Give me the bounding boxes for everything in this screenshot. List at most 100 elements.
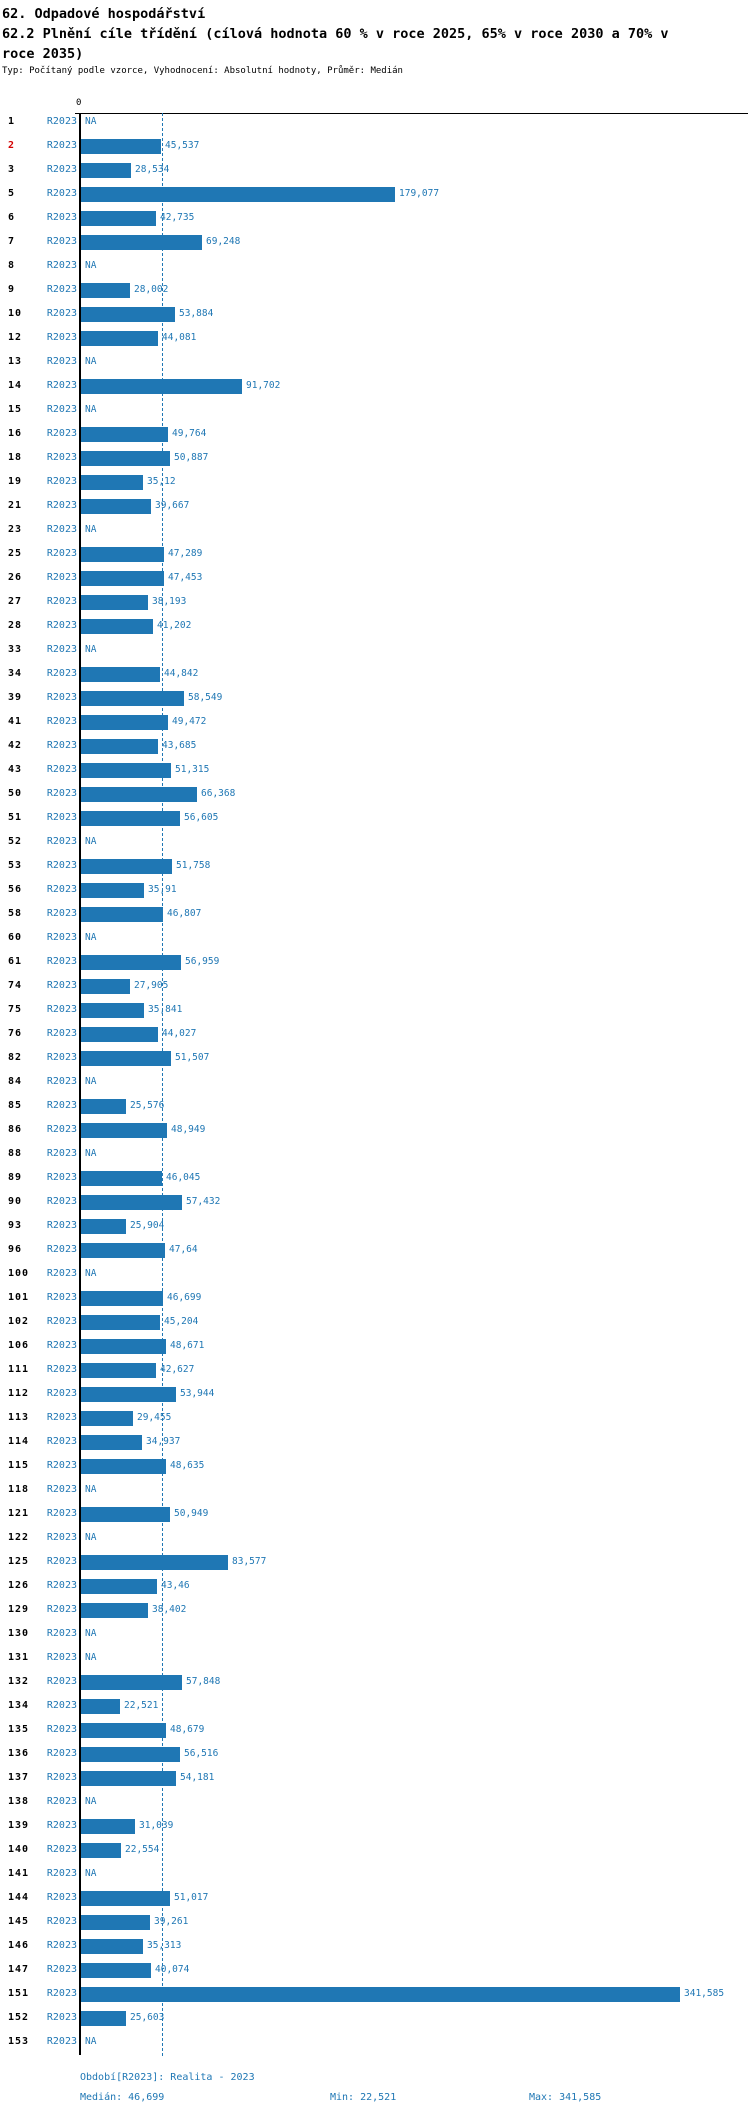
- row-id-label: 39: [8, 692, 23, 703]
- chart-row: 141 R2023 NA: [0, 1863, 750, 1887]
- chart-title: 62.2 Plnění cíle třídění (cílová hodnota…: [2, 26, 669, 62]
- bar-value-label: 44,027: [162, 1028, 197, 1039]
- bar: [81, 499, 151, 514]
- axis-zero-line: [79, 113, 81, 2055]
- row-series-label: R2023: [46, 308, 77, 319]
- row-series-label: R2023: [46, 1340, 77, 1351]
- row-series-label: R2023: [46, 1772, 77, 1783]
- chart-row: 7 R2023 69,248: [0, 231, 750, 255]
- chart-row: 61 R2023 56,959: [0, 951, 750, 975]
- chart-row: 12 R2023 44,081: [0, 327, 750, 351]
- chart-row: 1 R2023 NA: [0, 111, 750, 135]
- row-id-label: 43: [8, 764, 23, 775]
- chart-row: 125 R2023 83,577: [0, 1551, 750, 1575]
- row-series-label: R2023: [46, 1316, 77, 1327]
- bar-value-label: 43,685: [162, 740, 197, 751]
- bar: [81, 1579, 157, 1594]
- bar-value-label: 46,699: [167, 1292, 202, 1303]
- row-id-label: 152: [8, 2012, 30, 2023]
- row-id-label: 16: [8, 428, 23, 439]
- bar: [81, 883, 144, 898]
- row-id-label: 58: [8, 908, 23, 919]
- row-id-label: 129: [8, 1604, 30, 1615]
- bar-value-label: 28,534: [135, 164, 170, 175]
- row-series-label: R2023: [46, 908, 77, 919]
- bar: [81, 1459, 166, 1474]
- bar-value-label: 58,549: [188, 692, 223, 703]
- chart-row: 90 R2023 57,432: [0, 1191, 750, 1215]
- bar: [81, 331, 158, 346]
- row-series-label: R2023: [46, 1364, 77, 1375]
- bar: [81, 2011, 126, 2026]
- row-id-label: 23: [8, 524, 23, 535]
- chart-row: 27 R2023 38,193: [0, 591, 750, 615]
- bar: [81, 1699, 120, 1714]
- row-series-label: R2023: [46, 1052, 77, 1063]
- row-series-label: R2023: [46, 404, 77, 415]
- bar-value-label: 56,605: [184, 812, 219, 823]
- row-id-label: 84: [8, 1076, 23, 1087]
- bar-value-label: 49,472: [172, 716, 207, 727]
- bar-value-label: 47,64: [169, 1244, 198, 1255]
- bar: [81, 763, 171, 778]
- row-series-label: R2023: [46, 1820, 77, 1831]
- row-id-label: 8: [8, 260, 16, 271]
- row-id-label: 139: [8, 1820, 30, 1831]
- row-series-label: R2023: [46, 1724, 77, 1735]
- row-series-label: R2023: [46, 1292, 77, 1303]
- bar: [81, 139, 161, 154]
- bar-value-label: 56,516: [184, 1748, 219, 1759]
- row-id-label: 27: [8, 596, 23, 607]
- row-id-label: 151: [8, 1988, 30, 1999]
- row-series-label: R2023: [46, 1196, 77, 1207]
- row-id-label: 33: [8, 644, 23, 655]
- bar: [81, 1819, 135, 1834]
- bar: [81, 1123, 167, 1138]
- chart-row: 14 R2023 91,702: [0, 375, 750, 399]
- row-series-label: R2023: [46, 884, 77, 895]
- chart-row: 134 R2023 22,521: [0, 1695, 750, 1719]
- na-label: NA: [85, 356, 97, 367]
- row-id-label: 18: [8, 452, 23, 463]
- row-id-label: 60: [8, 932, 23, 943]
- row-id-label: 132: [8, 1676, 30, 1687]
- bar: [81, 1051, 171, 1066]
- row-series-label: R2023: [46, 116, 77, 127]
- chart-row: 88 R2023 NA: [0, 1143, 750, 1167]
- bar-value-label: 34,937: [146, 1436, 181, 1447]
- row-series-label: R2023: [46, 980, 77, 991]
- na-label: NA: [85, 116, 97, 127]
- row-series-label: R2023: [46, 1892, 77, 1903]
- row-series-label: R2023: [46, 1988, 77, 1999]
- axis-zero-tick-label: 0: [76, 98, 82, 108]
- chart-row: 51 R2023 56,605: [0, 807, 750, 831]
- bar: [81, 547, 164, 562]
- chart-row: 93 R2023 25,904: [0, 1215, 750, 1239]
- chart-row: 42 R2023 43,685: [0, 735, 750, 759]
- bar-value-label: 66,368: [201, 788, 236, 799]
- row-series-label: R2023: [46, 1412, 77, 1423]
- row-id-label: 9: [8, 284, 16, 295]
- bar-value-label: 35,12: [147, 476, 176, 487]
- bar-value-label: 31,039: [139, 1820, 174, 1831]
- bar-value-label: 57,432: [186, 1196, 221, 1207]
- bar: [81, 1555, 228, 1570]
- bar: [81, 211, 156, 226]
- chart-row: 140 R2023 22,554: [0, 1839, 750, 1863]
- row-id-label: 5: [8, 188, 16, 199]
- bar: [81, 811, 180, 826]
- chart-row: 145 R2023 39,261: [0, 1911, 750, 1935]
- bar: [81, 235, 202, 250]
- row-series-label: R2023: [46, 1172, 77, 1183]
- row-series-label: R2023: [46, 1676, 77, 1687]
- row-series-label: R2023: [46, 1844, 77, 1855]
- row-id-label: 141: [8, 1868, 30, 1879]
- bar-value-label: 39,261: [154, 1916, 189, 1927]
- row-series-label: R2023: [46, 500, 77, 511]
- row-id-label: 134: [8, 1700, 30, 1711]
- bar-value-label: 46,807: [167, 908, 202, 919]
- bar-value-label: 54,181: [180, 1772, 215, 1783]
- chart-row: 3 R2023 28,534: [0, 159, 750, 183]
- row-id-label: 90: [8, 1196, 23, 1207]
